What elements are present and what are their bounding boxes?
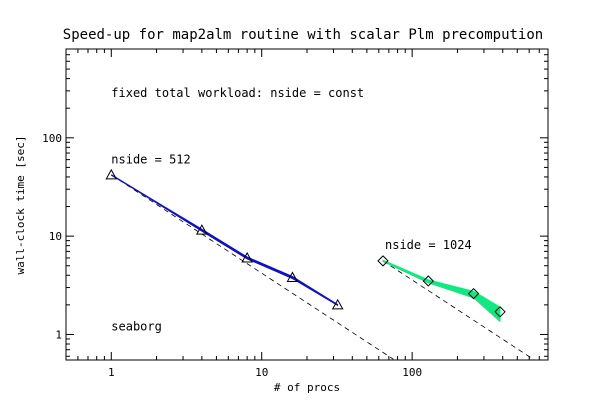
x-tick-label: 100 [402, 366, 422, 379]
y-axis-title: wall-clock time [sec] [14, 135, 27, 274]
data-point-diamond [494, 306, 506, 318]
data-point-triangle [196, 224, 208, 235]
y-tick-label: 10 [49, 230, 62, 243]
ideal-scaling-lines [111, 174, 535, 361]
x-tick-label: 1 [108, 366, 115, 379]
x-axis-title: # of procs [274, 381, 340, 394]
series-labels: nside = 512 nside = 1024 [111, 152, 471, 252]
data-point-triangle [241, 251, 253, 263]
ideal-scaling-line [382, 260, 535, 361]
data-point-triangle [331, 298, 344, 310]
series-line [382, 260, 501, 313]
series-markers [105, 168, 506, 318]
y-tick-label: 100 [42, 132, 62, 145]
series-line [110, 174, 339, 306]
annotations: fixed total workload: nside = const seabo… [111, 86, 364, 333]
series-label: nside = 1024 [385, 238, 472, 252]
ideal-scaling-line [111, 174, 394, 360]
axis-ticks: 1 10 100 1 10 100 [42, 48, 549, 379]
data-point-diamond [422, 275, 434, 287]
data-point-diamond [377, 255, 389, 267]
series-band [111, 174, 339, 307]
y-tick-label: 1 [55, 328, 62, 341]
annotation-text: seaborg [111, 319, 162, 333]
data-point-diamond [467, 287, 480, 300]
x-tick-label: 10 [255, 366, 268, 379]
series-lines [110, 174, 501, 313]
chart-title: Speed-up for map2alm routine with scalar… [63, 27, 543, 43]
data-point-triangle [286, 271, 299, 282]
data-point-triangle [105, 168, 118, 180]
annotation-text: fixed total workload: nside = const [111, 86, 364, 100]
series-label: nside = 512 [111, 152, 190, 166]
